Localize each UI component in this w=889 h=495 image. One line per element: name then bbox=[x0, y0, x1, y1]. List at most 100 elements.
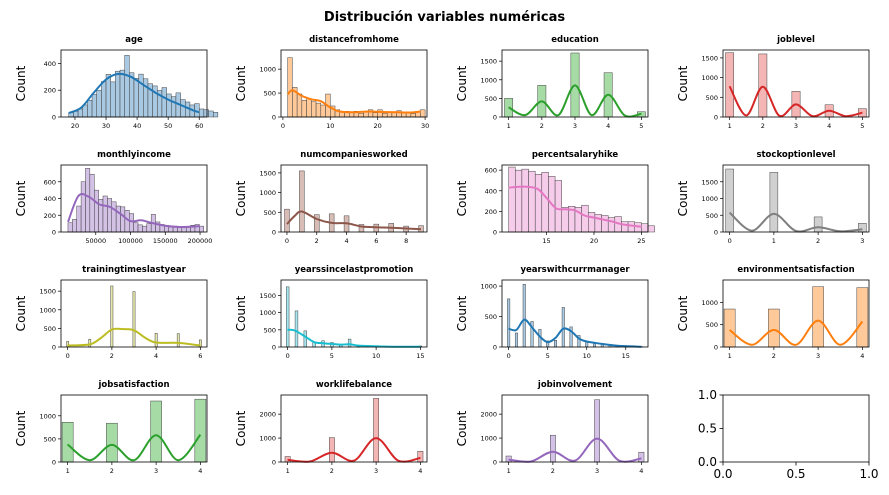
kde-line bbox=[508, 185, 642, 228]
histogram-bar bbox=[61, 422, 74, 463]
histogram-bar bbox=[561, 207, 569, 233]
axes-frame bbox=[501, 164, 649, 233]
histogram-bar bbox=[638, 451, 645, 463]
histogram-bar bbox=[91, 94, 97, 118]
y-axis-label: Count bbox=[455, 180, 469, 216]
x-tick-label: 5 bbox=[639, 122, 643, 130]
axes-frame bbox=[501, 279, 649, 348]
histogram-bar bbox=[561, 307, 565, 348]
y-tick-label: 0 bbox=[52, 459, 56, 467]
x-tick-label: 15 bbox=[622, 352, 630, 360]
histogram-bar bbox=[813, 216, 823, 233]
histogram-bar bbox=[554, 180, 562, 233]
histogram-bar bbox=[296, 93, 303, 118]
histogram-bar bbox=[133, 222, 139, 233]
histogram-bar bbox=[110, 81, 116, 118]
x-tick-label: 0.5 bbox=[786, 467, 805, 481]
histogram-bar bbox=[320, 104, 326, 118]
histogram-bar bbox=[87, 100, 93, 118]
kde-line bbox=[508, 318, 642, 348]
subplot-title: jobinvolvement bbox=[537, 380, 612, 390]
axes-frame bbox=[280, 164, 428, 233]
histogram-bar bbox=[101, 81, 107, 118]
x-tick-label: 50000 bbox=[85, 237, 106, 245]
x-tick-label: 1 bbox=[286, 467, 290, 475]
histogram-bar bbox=[410, 113, 416, 118]
histogram-bar bbox=[812, 286, 824, 348]
histogram-bar bbox=[508, 166, 516, 233]
x-tick-label: 3 bbox=[154, 467, 158, 475]
histogram-bar bbox=[284, 208, 290, 233]
histogram-bar bbox=[607, 217, 616, 233]
x-tick-label: 50 bbox=[164, 122, 172, 130]
histogram-bar bbox=[515, 169, 523, 233]
y-axis-label: Count bbox=[234, 410, 248, 446]
x-tick-label: 1 bbox=[507, 467, 511, 475]
histogram-bar bbox=[194, 398, 207, 463]
y-tick-label: 500 bbox=[264, 326, 276, 334]
kde-line bbox=[67, 193, 201, 229]
x-tick-label: 150000 bbox=[153, 237, 178, 245]
histogram-bar bbox=[725, 168, 734, 233]
histogram-bar bbox=[549, 434, 556, 463]
x-tick-label: 2 bbox=[540, 122, 544, 130]
histogram-bar bbox=[166, 93, 172, 118]
histogram-bar bbox=[119, 69, 125, 118]
histogram-bar bbox=[146, 223, 152, 233]
subplot-joblevel: 1 2 3 4 5 0 500 1000 1500 joblevel Count bbox=[676, 35, 870, 130]
axes-frame bbox=[280, 279, 428, 348]
subplot-title: education bbox=[551, 35, 599, 45]
y-tick-label: 0 bbox=[714, 229, 718, 237]
x-tick-label: 3 bbox=[573, 122, 577, 130]
histogram-bar bbox=[405, 112, 412, 118]
x-tick-label: 0 bbox=[286, 352, 290, 360]
y-tick-label: 400 bbox=[485, 187, 497, 195]
histogram-bar bbox=[758, 53, 768, 118]
histogram-bar bbox=[328, 437, 335, 463]
kde-line bbox=[508, 437, 642, 463]
x-tick-label: 4 bbox=[860, 352, 864, 360]
histogram-bar bbox=[358, 112, 364, 118]
histogram-bar bbox=[180, 99, 186, 118]
y-tick-label: 0 bbox=[52, 344, 56, 352]
histogram-bar bbox=[72, 219, 77, 233]
x-tick-label: 5 bbox=[546, 352, 550, 360]
histogram-bar bbox=[181, 227, 187, 233]
x-tick-label: 200000 bbox=[188, 237, 213, 245]
histogram-bar bbox=[601, 215, 609, 233]
x-tick-label: 20 bbox=[71, 122, 79, 130]
histogram-bar bbox=[522, 284, 526, 348]
y-tick-label: 0 bbox=[272, 114, 276, 122]
x-tick-label: 1.0 bbox=[859, 467, 878, 481]
y-axis-label: Count bbox=[234, 180, 248, 216]
kde-line bbox=[68, 72, 200, 114]
x-tick-label: 3 bbox=[595, 467, 599, 475]
x-tick-label: 3 bbox=[374, 467, 378, 475]
histogram-bar bbox=[507, 298, 511, 348]
subplot-yearssincelastpromotion: 0 5 10 15 0 500 1000 1500 yearssincelastpromotio… bbox=[234, 265, 428, 360]
x-tick-label: 4 bbox=[344, 237, 348, 245]
y-tick-label: 500 bbox=[44, 325, 56, 333]
x-tick-label: 0 bbox=[281, 122, 285, 130]
histogram-bar bbox=[208, 110, 214, 118]
x-tick-label: 30 bbox=[421, 122, 429, 130]
histogram-bar bbox=[154, 333, 158, 348]
x-tick-label: 4 bbox=[827, 122, 831, 130]
subplot-title: numcompaniesworked bbox=[300, 150, 407, 160]
histogram-bar bbox=[723, 308, 736, 348]
y-tick-label: 1000 bbox=[259, 189, 276, 197]
subplot-title: environmentsatisfaction bbox=[737, 265, 854, 275]
y-tick-label: 500 bbox=[44, 435, 56, 443]
subplot-jobinvolvement: 1 2 3 4 0 1000 2000 jobinvolvement Count bbox=[455, 380, 649, 475]
histogram-bar bbox=[363, 111, 369, 118]
histogram-bar bbox=[382, 112, 388, 118]
histogram-bar bbox=[133, 78, 139, 118]
histogram-bar bbox=[185, 227, 191, 233]
histogram-bar bbox=[294, 310, 299, 348]
y-axis-label: Count bbox=[676, 180, 690, 216]
y-tick-label: 1000 bbox=[480, 283, 497, 291]
x-tick-label: 15 bbox=[416, 352, 424, 360]
x-tick-label: 2 bbox=[110, 467, 114, 475]
subplot-age: 20 30 40 50 60 0 200 400 age Count bbox=[14, 35, 219, 130]
histogram-bar bbox=[124, 55, 130, 118]
